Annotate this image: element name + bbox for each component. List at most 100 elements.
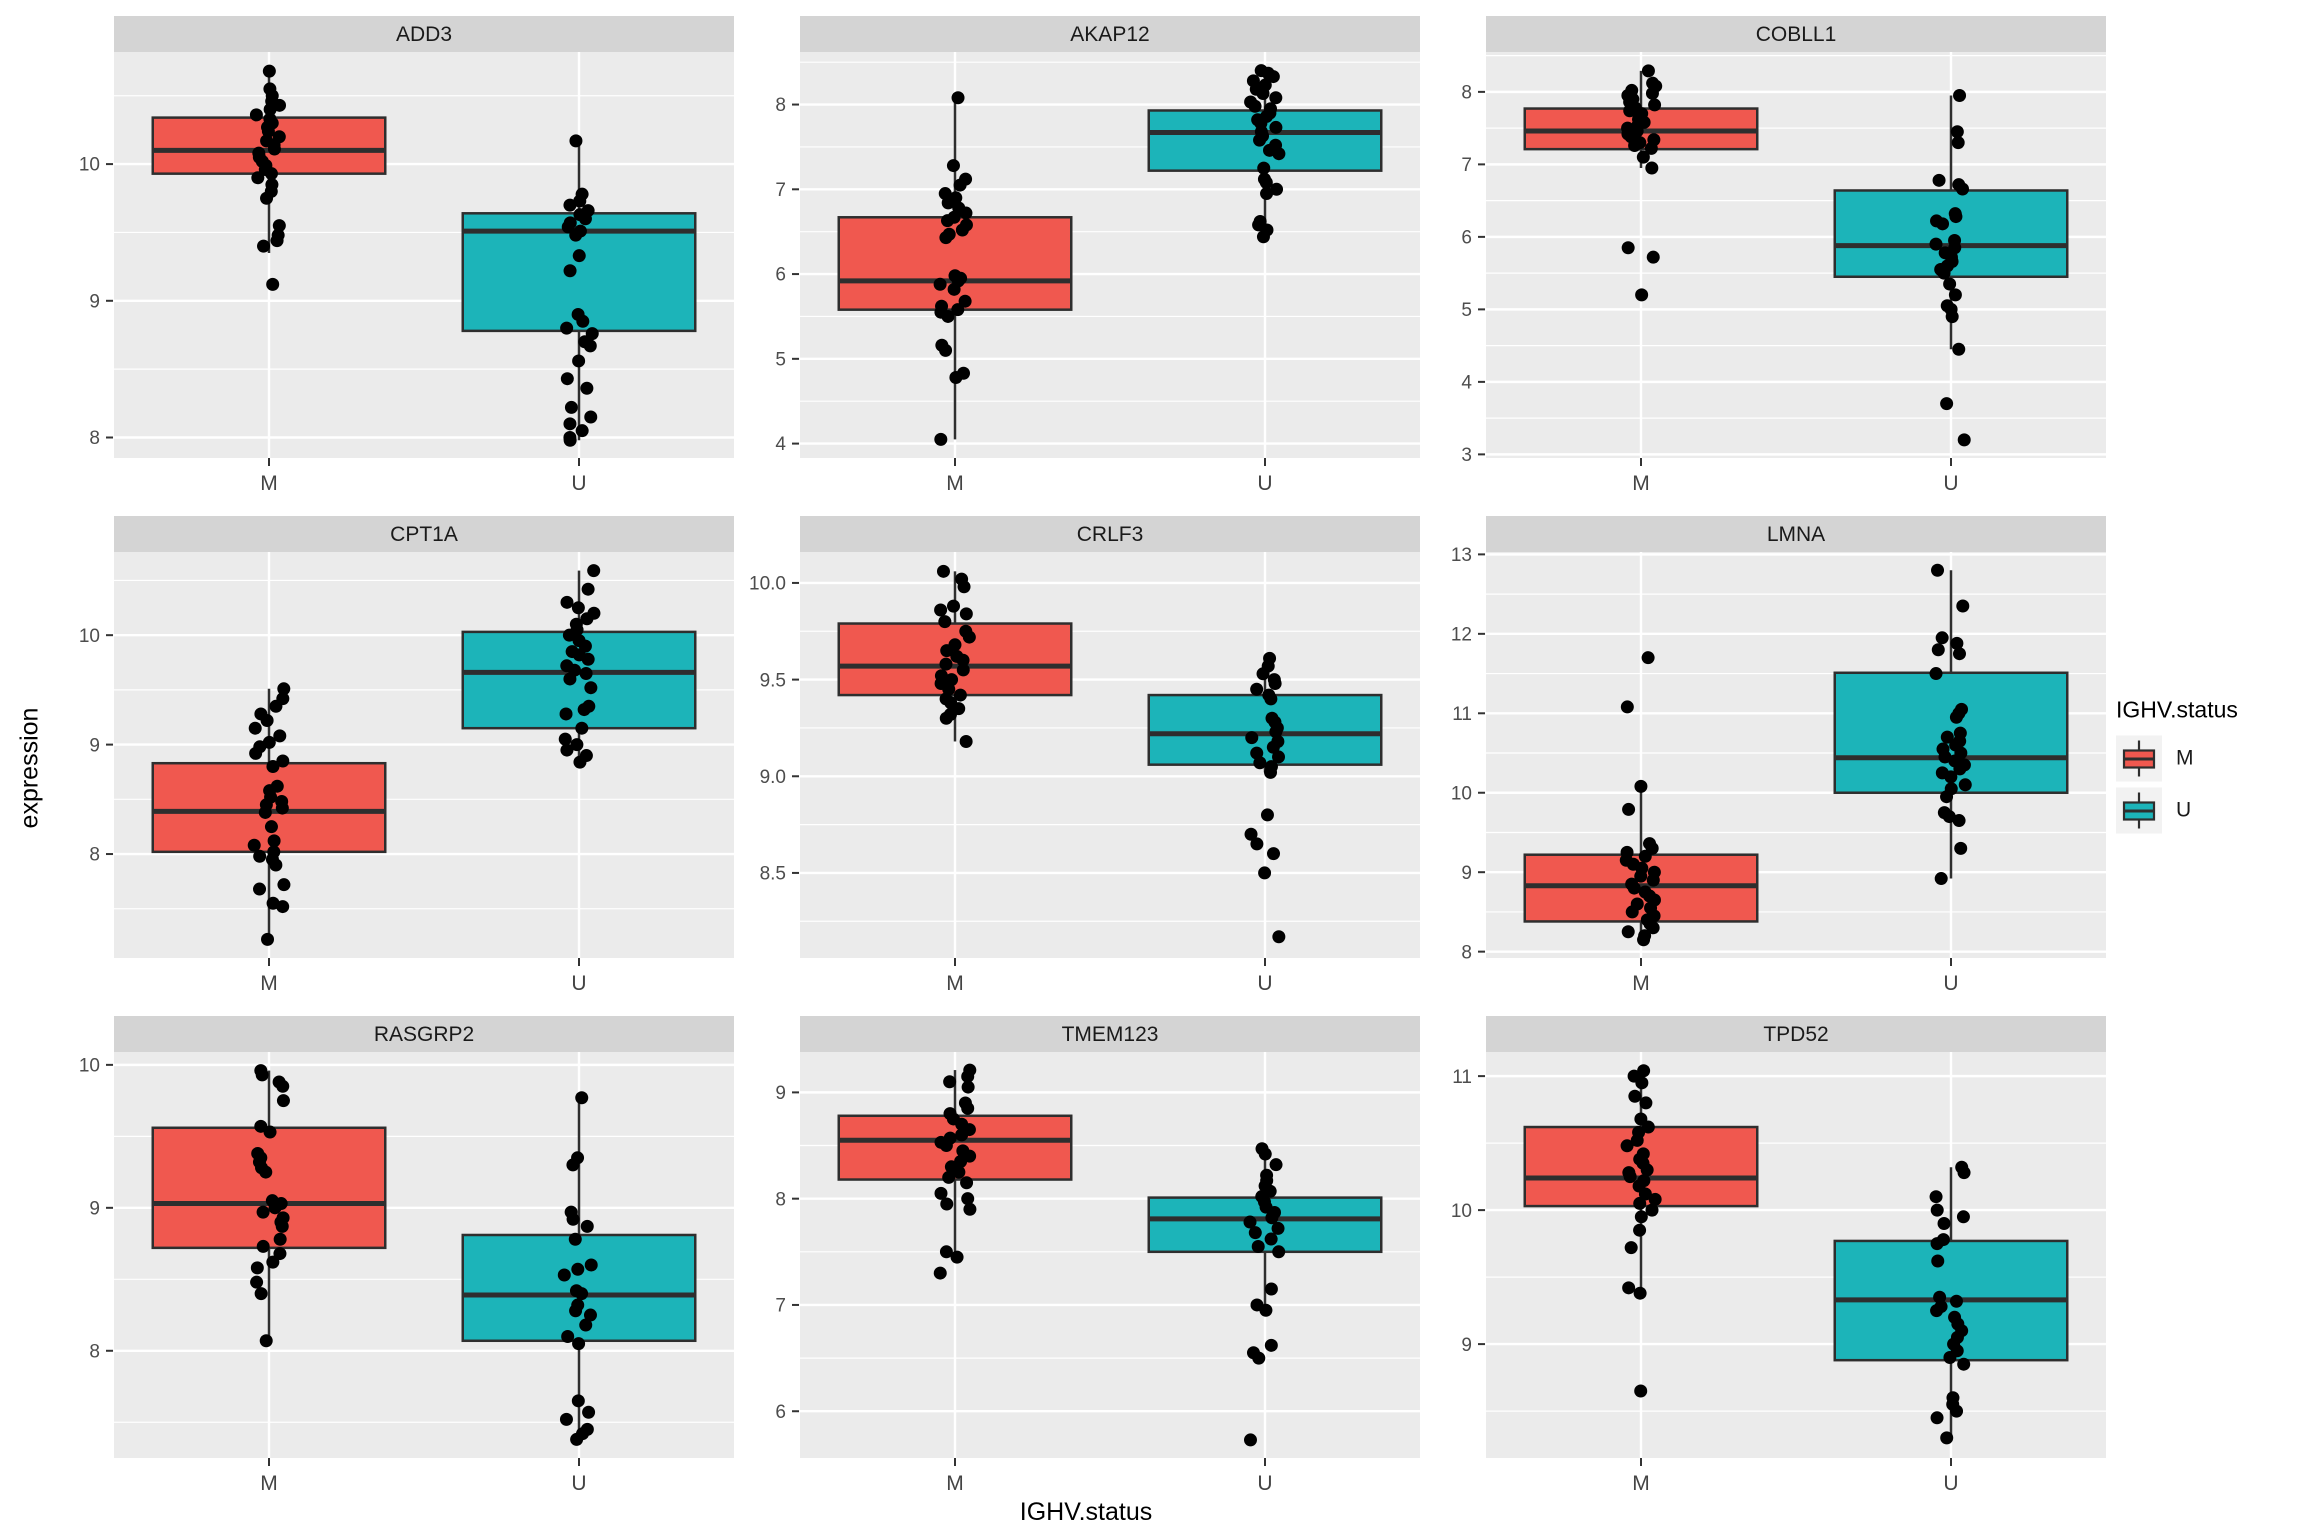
y-tick-label: 7 bbox=[775, 180, 786, 201]
y-tick-label: 4 bbox=[775, 434, 786, 455]
points-CPT1A-U bbox=[558, 564, 601, 769]
y-tick-label: 3 bbox=[1461, 445, 1472, 466]
y-tick-label: 8 bbox=[1461, 83, 1472, 104]
x-tick-label: U bbox=[571, 1472, 586, 1495]
y-tick-label: 6 bbox=[775, 1402, 786, 1423]
y-tick-label: 10 bbox=[1451, 783, 1472, 804]
facet-CRLF3: CRLF3 8.5 9.0 9.5 10.0 M U bbox=[742, 510, 1428, 1010]
y-axis: 3 4 5 6 7 8 bbox=[1461, 83, 1485, 466]
facet-strip-title: AKAP12 bbox=[1070, 23, 1149, 46]
points-LMNA-M bbox=[1619, 651, 1661, 947]
facet-AKAP12: AKAP12 4 5 6 7 8 M U bbox=[742, 10, 1428, 510]
y-axis: 8 9 10 bbox=[79, 1056, 113, 1362]
x-tick-label: U bbox=[571, 972, 586, 995]
facet-grid: ADD3 8 9 10 M U AKAP12 4 5 6 7 8 M U COBLL1 3 4 5 6 7 8 M U CPT… bbox=[56, 10, 2114, 1510]
y-tick-label: 8 bbox=[1461, 942, 1472, 963]
points-CRLF3-M bbox=[934, 564, 976, 748]
facet-strip-title: LMNA bbox=[1767, 523, 1825, 546]
facet-strip-title: TMEM123 bbox=[1062, 1023, 1159, 1046]
x-tick-label: M bbox=[946, 972, 964, 995]
y-axis: 8 9 10 bbox=[79, 626, 113, 866]
x-tick-label: U bbox=[571, 472, 586, 495]
points-LMNA-U bbox=[1929, 563, 1972, 886]
points-TPD52-U bbox=[1929, 1160, 1971, 1445]
y-tick-label: 8 bbox=[89, 428, 100, 449]
legend: IGHV.status M U bbox=[2116, 697, 2294, 840]
y-axis: 8 9 10 bbox=[79, 155, 113, 449]
y-tick-label: 8 bbox=[775, 1189, 786, 1210]
points-TMEM123-U bbox=[1243, 1142, 1286, 1447]
y-tick-label: 9.0 bbox=[760, 767, 786, 788]
y-tick-label: 5 bbox=[1461, 300, 1472, 321]
y-tick-label: 6 bbox=[775, 265, 786, 286]
x-tick-label: M bbox=[1632, 972, 1650, 995]
y-tick-label: 9.5 bbox=[760, 670, 786, 691]
points-CRLF3-U bbox=[1244, 651, 1286, 944]
y-tick-label: 10 bbox=[79, 155, 100, 176]
y-tick-label: 5 bbox=[775, 349, 786, 370]
y-tick-label: 7 bbox=[1461, 155, 1472, 176]
y-tick-label: 8 bbox=[89, 845, 100, 866]
y-axis-title: expression bbox=[15, 707, 44, 829]
x-tick-label: U bbox=[1943, 1472, 1958, 1495]
facet-strip-title: CRLF3 bbox=[1077, 523, 1144, 546]
facet-strip-title: RASGRP2 bbox=[374, 1023, 474, 1046]
y-tick-label: 9 bbox=[1461, 863, 1472, 884]
points-RASGRP2-M bbox=[250, 1064, 290, 1348]
y-tick-label: 10 bbox=[79, 626, 100, 647]
y-tick-label: 8 bbox=[89, 1341, 100, 1362]
y-tick-label: 11 bbox=[1452, 704, 1472, 725]
points-AKAP12-M bbox=[933, 91, 973, 446]
x-tick-label: U bbox=[1257, 1472, 1272, 1495]
x-tick-label: U bbox=[1257, 972, 1272, 995]
points-ADD3-M bbox=[249, 64, 287, 291]
y-tick-label: 10 bbox=[1451, 1201, 1472, 1222]
legend-label: U bbox=[2176, 798, 2192, 822]
y-axis: 9 10 11 bbox=[1451, 1067, 1485, 1356]
facet-COBLL1: COBLL1 3 4 5 6 7 8 M U bbox=[1428, 10, 2114, 510]
y-tick-label: 9 bbox=[89, 735, 100, 756]
x-tick-label: M bbox=[1632, 1472, 1650, 1495]
x-axis-title: IGHV.status bbox=[1019, 1498, 1153, 1526]
facet-RASGRP2: RASGRP2 8 9 10 M U bbox=[56, 1010, 742, 1510]
y-tick-label: 6 bbox=[1461, 228, 1472, 249]
facet-chart-COBLL1: COBLL1 3 4 5 6 7 8 M U bbox=[1461, 16, 2106, 495]
points-ADD3-U bbox=[560, 134, 599, 447]
facet-LMNA: LMNA 8 9 10 11 12 13 M U bbox=[1428, 510, 2114, 1010]
x-tick-label: U bbox=[1943, 472, 1958, 495]
x-tick-label: U bbox=[1943, 972, 1958, 995]
boxplot-glyph-icon bbox=[2116, 735, 2162, 782]
y-tick-label: 4 bbox=[1461, 373, 1472, 394]
points-TPD52-M bbox=[1620, 1064, 1662, 1398]
facet-TPD52: TPD52 9 10 11 M U bbox=[1428, 1010, 2114, 1510]
y-axis: 8.5 9.0 9.5 10.0 bbox=[749, 574, 799, 885]
y-axis: 8 9 10 11 12 13 bbox=[1451, 545, 1485, 963]
legend-title: IGHV.status bbox=[2116, 696, 2238, 723]
facet-strip-title: TPD52 bbox=[1763, 1023, 1828, 1046]
boxplot-glyph-icon bbox=[2116, 787, 2162, 834]
facet-TMEM123: TMEM123 6 7 8 9 M U bbox=[742, 1010, 1428, 1510]
y-tick-label: 11 bbox=[1452, 1067, 1472, 1088]
x-tick-label: M bbox=[946, 1472, 964, 1495]
facet-strip-title: COBLL1 bbox=[1756, 23, 1837, 46]
y-axis: 4 5 6 7 8 bbox=[775, 95, 799, 455]
y-axis: 6 7 8 9 bbox=[775, 1083, 799, 1423]
points-COBLL1-U bbox=[1929, 89, 1971, 447]
legend-label: M bbox=[2176, 746, 2194, 770]
facet-CPT1A: CPT1A 8 9 10 M U bbox=[56, 510, 742, 1010]
x-tick-label: M bbox=[260, 972, 278, 995]
